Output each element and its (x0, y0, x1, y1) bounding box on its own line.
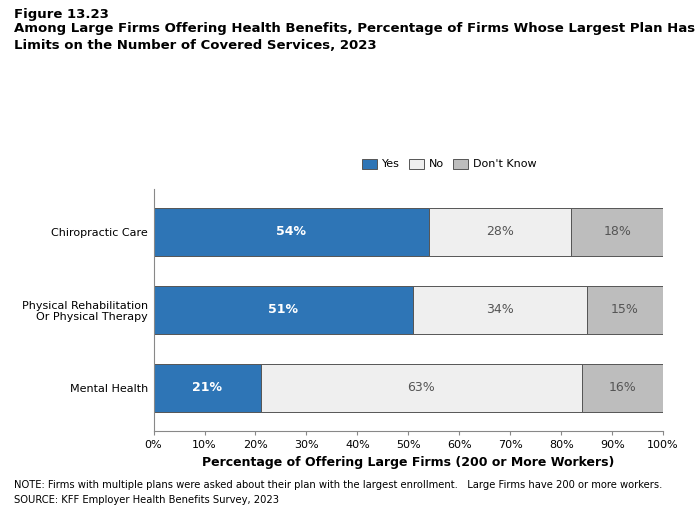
Bar (154, 208, 429, 256)
Bar (260, 363, 581, 412)
Text: Among Large Firms Offering Health Benefits, Percentage of Firms Whose Largest Pl: Among Large Firms Offering Health Benefi… (14, 22, 695, 51)
Text: 21%: 21% (192, 381, 222, 394)
Bar (581, 363, 663, 412)
Text: 51%: 51% (269, 303, 299, 316)
Text: 34%: 34% (487, 303, 514, 316)
Legend: Yes, No, Don't Know: Yes, No, Don't Know (357, 154, 541, 174)
Text: 54%: 54% (276, 225, 306, 238)
Bar (154, 286, 413, 334)
Bar (587, 286, 663, 334)
Text: 16%: 16% (609, 381, 636, 394)
Text: 28%: 28% (486, 225, 514, 238)
Text: 63%: 63% (407, 381, 435, 394)
Text: NOTE: Firms with multiple plans were asked about their plan with the largest enr: NOTE: Firms with multiple plans were ask… (14, 480, 662, 490)
Bar (429, 208, 572, 256)
Text: 15%: 15% (611, 303, 639, 316)
Bar (413, 286, 587, 334)
Text: SOURCE: KFF Employer Health Benefits Survey, 2023: SOURCE: KFF Employer Health Benefits Sur… (14, 495, 279, 505)
Text: Figure 13.23: Figure 13.23 (14, 8, 109, 21)
X-axis label: Percentage of Offering Large Firms (200 or More Workers): Percentage of Offering Large Firms (200 … (202, 456, 614, 469)
Bar (572, 208, 663, 256)
Text: 18%: 18% (603, 225, 631, 238)
Bar (154, 363, 260, 412)
